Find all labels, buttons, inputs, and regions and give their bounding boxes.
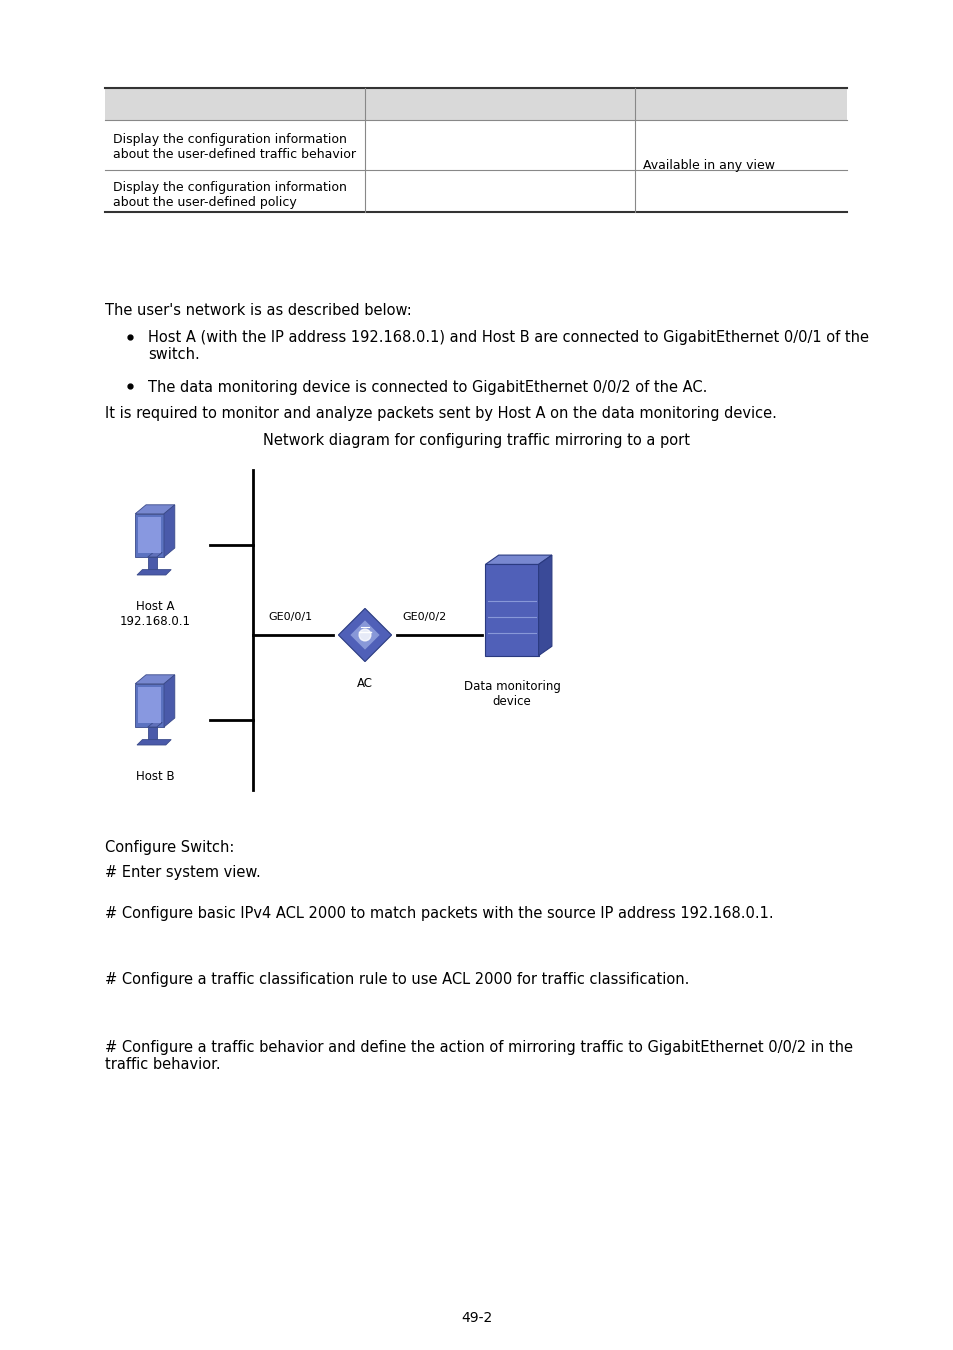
Text: Available in any view: Available in any view	[642, 159, 774, 173]
Circle shape	[358, 629, 371, 641]
Polygon shape	[135, 684, 164, 728]
Polygon shape	[148, 552, 162, 558]
Text: GE0/0/2: GE0/0/2	[401, 612, 446, 622]
Bar	[105, 88, 846, 120]
Text: The user's network is as described below:: The user's network is as described below…	[105, 302, 412, 319]
Text: Host A
192.168.0.1: Host A 192.168.0.1	[119, 599, 191, 628]
Polygon shape	[148, 558, 156, 570]
Text: Network diagram for configuring traffic mirroring to a port: Network diagram for configuring traffic …	[263, 433, 690, 448]
Polygon shape	[135, 675, 174, 684]
Text: # Configure basic IPv4 ACL 2000 to match packets with the source IP address 192.: # Configure basic IPv4 ACL 2000 to match…	[105, 906, 773, 921]
Text: # Configure a traffic classification rule to use ACL 2000 for traffic classifica: # Configure a traffic classification rul…	[105, 972, 689, 987]
Polygon shape	[485, 564, 538, 656]
Polygon shape	[148, 728, 156, 740]
Polygon shape	[538, 555, 552, 656]
Text: 49-2: 49-2	[461, 1311, 492, 1324]
Text: Host A (with the IP address 192.168.0.1) and Host B are connected to GigabitEthe: Host A (with the IP address 192.168.0.1)…	[148, 329, 868, 362]
Polygon shape	[135, 514, 164, 558]
Text: Display the configuration information
about the user-defined policy: Display the configuration information ab…	[112, 181, 347, 209]
Text: The data monitoring device is connected to GigabitEthernet 0/0/2 of the AC.: The data monitoring device is connected …	[148, 379, 706, 396]
Text: AC: AC	[356, 676, 373, 690]
Text: Display the configuration information
about the user-defined traffic behavior: Display the configuration information ab…	[112, 134, 355, 161]
Polygon shape	[148, 722, 162, 728]
Text: Data monitoring
device: Data monitoring device	[463, 680, 559, 707]
Text: # Configure a traffic behavior and define the action of mirroring traffic to Gig: # Configure a traffic behavior and defin…	[105, 1040, 852, 1072]
Text: Host B: Host B	[135, 769, 174, 783]
Text: It is required to monitor and analyze packets sent by Host A on the data monitor: It is required to monitor and analyze pa…	[105, 406, 776, 421]
Polygon shape	[137, 740, 171, 745]
Polygon shape	[485, 555, 552, 564]
Polygon shape	[137, 570, 171, 575]
Polygon shape	[135, 505, 174, 514]
Text: Configure Switch:: Configure Switch:	[105, 840, 234, 855]
Polygon shape	[338, 609, 391, 662]
Text: # Enter system view.: # Enter system view.	[105, 865, 260, 880]
Polygon shape	[138, 687, 161, 724]
Text: GE0/0/1: GE0/0/1	[268, 612, 312, 622]
Polygon shape	[138, 517, 161, 553]
Polygon shape	[164, 505, 174, 558]
Polygon shape	[350, 621, 379, 649]
Polygon shape	[164, 675, 174, 728]
